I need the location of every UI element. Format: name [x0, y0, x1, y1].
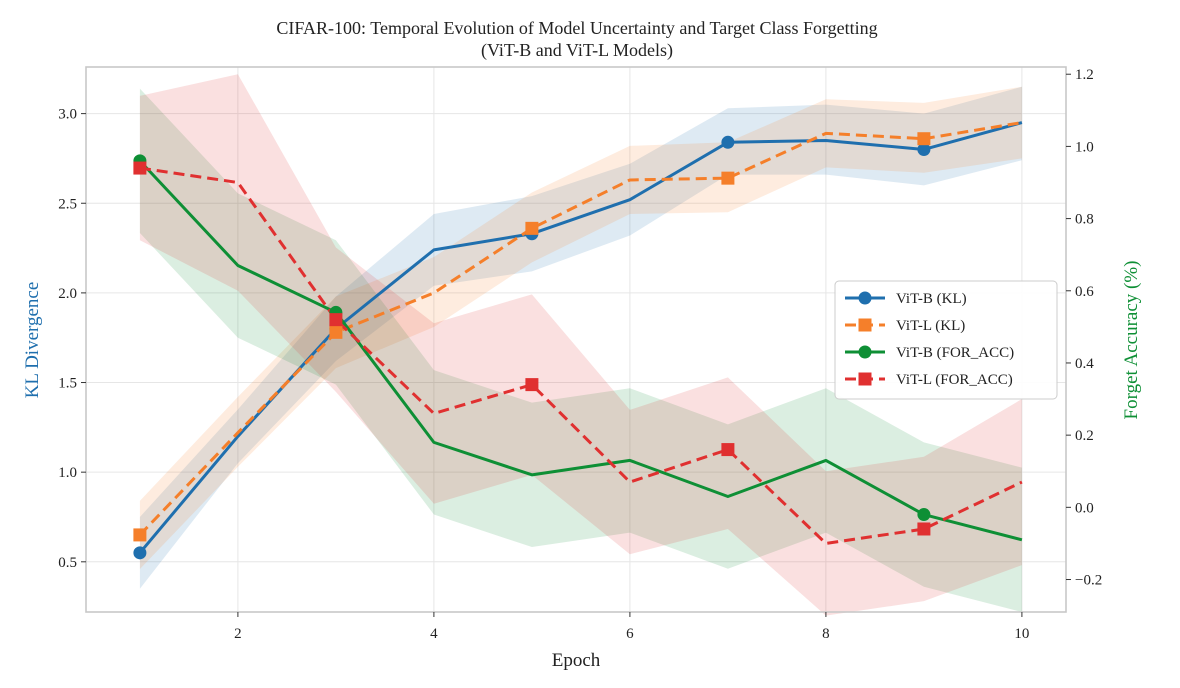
x-axis-ticks: 2 4 6 8 10 [234, 612, 1029, 642]
x-tick-label: 2 [234, 626, 242, 642]
right-y-tick-label: 0.2 [1075, 428, 1094, 444]
x-tick-label: 4 [430, 626, 438, 642]
point-vit-l-kl [525, 221, 539, 235]
legend-marker-vit-l-for-acc [858, 372, 872, 386]
band-vit-l-for-acc [139, 74, 1022, 616]
left-y-axis-label: KL Divergence [22, 282, 43, 399]
chart-title: CIFAR-100: Temporal Evolution of Model U… [276, 18, 877, 38]
right-y-tick-label: −0.2 [1075, 573, 1102, 589]
left-y-tick-label: 1.5 [58, 376, 77, 392]
point-vit-b-kl [133, 546, 147, 560]
x-axis-label: Epoch [552, 650, 601, 671]
band-vit-b-for-acc [139, 88, 1022, 612]
right-y-tick-label: 0.6 [1075, 284, 1094, 300]
right-y-axis-label: Forget Accuracy (%) [1121, 261, 1142, 420]
legend-label-vit-b-for-acc: ViT-B (FOR_ACC) [896, 345, 1014, 361]
right-y-tick-label: 0.4 [1075, 356, 1094, 372]
left-y-tick-label: 2.5 [58, 196, 77, 212]
legend-marker-vit-b-for-acc [858, 345, 872, 359]
left-y-tick-label: 0.5 [58, 555, 77, 571]
legend-label-vit-l-for-acc: ViT-L (FOR_ACC) [896, 372, 1013, 388]
legend-box [834, 280, 1058, 400]
left-y-tick-label: 1.0 [58, 465, 77, 481]
point-vit-l-for-acc [917, 522, 931, 536]
band-vit-l-kl [139, 86, 1022, 569]
legend-marker-vit-b-kl [858, 291, 872, 305]
x-tick-label: 10 [1014, 626, 1029, 642]
point-vit-l-for-acc [525, 378, 539, 392]
right-y-tick-label: 0.0 [1075, 500, 1094, 516]
right-y-axis-ticks: −0.2 0.0 0.2 0.4 0.6 0.8 1.0 1.2 [1066, 67, 1102, 589]
series-lines [138, 121, 1023, 554]
left-y-tick-label: 3.0 [58, 107, 77, 123]
x-tick-label: 6 [626, 626, 634, 642]
right-y-tick-label: 1.2 [1075, 67, 1094, 83]
right-y-tick-label: 0.8 [1075, 212, 1094, 228]
point-vit-l-kl [721, 171, 735, 185]
point-vit-l-kl [133, 528, 147, 542]
point-vit-l-for-acc [133, 161, 147, 175]
left-y-tick-label: 2.0 [58, 286, 77, 302]
line-vit-b-for-acc [138, 159, 1023, 542]
x-tick-label: 8 [822, 626, 830, 642]
series-markers [133, 132, 931, 560]
legend-label-vit-l-kl: ViT-L (KL) [896, 318, 965, 334]
chart-subtitle: (ViT-B and ViT-L Models) [481, 40, 673, 61]
line-vit-l-kl [138, 121, 1023, 536]
point-vit-l-kl [329, 325, 343, 339]
point-vit-b-kl [721, 135, 735, 149]
point-vit-l-for-acc [329, 313, 343, 327]
left-y-axis-ticks: 0.5 1.0 1.5 2.0 2.5 3.0 [58, 107, 86, 571]
right-y-tick-label: 1.0 [1075, 139, 1094, 155]
point-vit-b-kl [917, 142, 931, 156]
point-vit-l-for-acc [721, 443, 735, 457]
point-vit-b-for-acc [917, 508, 931, 522]
legend-label-vit-b-kl: ViT-B (KL) [896, 291, 967, 307]
legend-marker-vit-l-kl [858, 318, 872, 332]
point-vit-l-kl [917, 132, 931, 146]
plot-frame [85, 66, 1067, 613]
legend: ViT-B (KL) ViT-L (KL) ViT-B (FOR_ACC) ViT-L… [834, 280, 1058, 400]
